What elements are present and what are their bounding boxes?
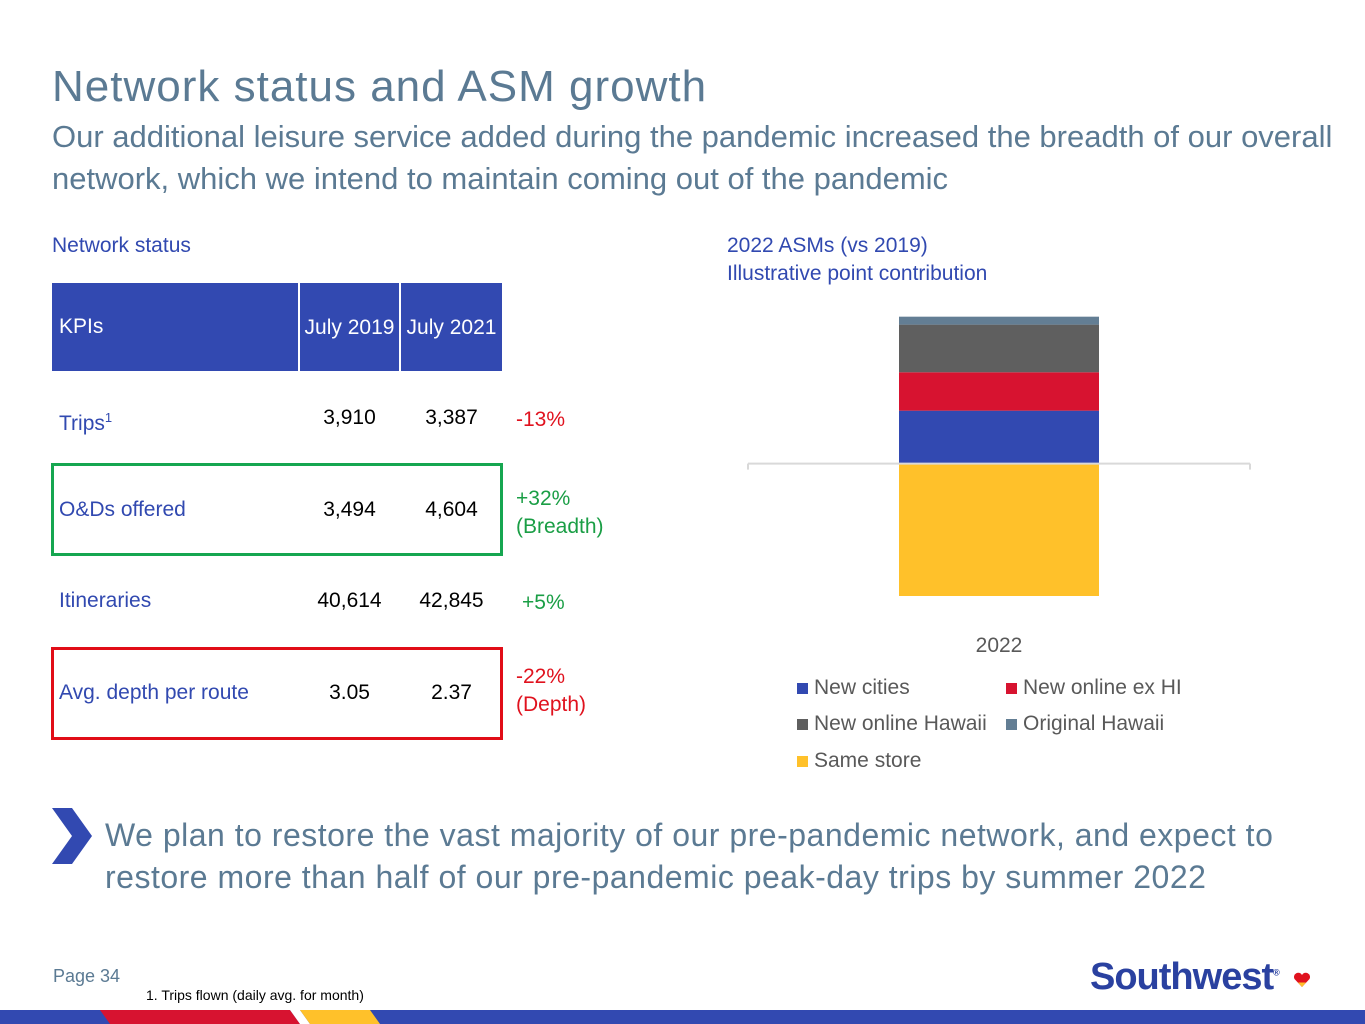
chevron-right-icon	[52, 808, 92, 864]
cell-july-2021: 42,845	[419, 589, 484, 612]
legend-swatch	[797, 755, 808, 767]
table-row-ods-offered: O&Ds offered 3,494 4,604 +32% (Breadth)	[52, 487, 632, 538]
cell-july-2019: 3,910	[323, 406, 376, 429]
bar-segment-same-store	[899, 463, 1099, 596]
bar-segment-original-hawaii	[899, 316, 1099, 325]
row-label: Itineraries	[59, 589, 152, 612]
legend-item-same-store: Same store	[797, 749, 921, 773]
cell-july-2019: 3,494	[323, 498, 376, 521]
bar-segment-new-cities	[899, 410, 1099, 464]
cell-july-2019: 3.05	[329, 681, 370, 704]
brand-stripe	[0, 1010, 1365, 1024]
page-number: Page 34	[53, 966, 121, 986]
legend-item-new-cities: New cities	[797, 676, 910, 700]
change-note: (Breadth)	[516, 515, 604, 538]
asm-chart-subtitle: Illustrative point contribution	[727, 262, 988, 285]
table-header-kpis: KPIs	[52, 283, 298, 371]
cell-july-2019: 40,614	[317, 589, 382, 612]
change-value: +32%	[516, 487, 571, 510]
southwest-logo: Southwest®	[1090, 956, 1280, 998]
row-label: Avg. depth per route	[59, 681, 249, 704]
bar-segment-new-online-ex-hi	[899, 372, 1099, 411]
change-value: -13%	[516, 408, 566, 431]
table-row-trips: Trips1 3,910 3,387 -13%	[52, 398, 632, 438]
change-note: (Depth)	[516, 693, 587, 716]
table-row-itineraries: Itineraries 40,614 42,845 +5%	[52, 581, 632, 621]
change-value: -22%	[516, 665, 566, 688]
breadth-highlight-box	[51, 463, 503, 556]
cell-july-2021: 3,387	[425, 406, 478, 429]
footnote: 1. Trips flown (daily avg. for month)	[146, 987, 364, 1003]
heart-logo-icon	[1294, 972, 1310, 987]
category-label: 2022	[976, 634, 1023, 657]
page-subtitle: Our additional leisure service added dur…	[52, 119, 1333, 196]
asm-chart-title: 2022 ASMs (vs 2019)	[727, 234, 928, 257]
legend-swatch	[797, 682, 808, 694]
bar-segment-new-online-hawaii	[899, 324, 1099, 373]
asm-stacked-bar-chart: 2022	[747, 316, 1251, 657]
legend-swatch	[797, 718, 808, 730]
legend-swatch	[1006, 682, 1017, 694]
table-header-july-2021: July 2021	[401, 283, 502, 371]
legend-item-new-online-hawaii: New online Hawaii	[797, 712, 987, 736]
row-label: Trips1	[59, 410, 113, 435]
legend-item-original-hawaii: Original Hawaii	[1006, 712, 1164, 736]
network-status-label: Network status	[52, 234, 191, 257]
row-label: O&Ds offered	[59, 498, 186, 521]
change-value: +5%	[522, 591, 565, 614]
footnote-mark: 1	[104, 410, 113, 425]
cell-july-2021: 4,604	[425, 498, 478, 521]
callout-text: We plan to restore the vast majority of …	[105, 817, 1274, 895]
depth-highlight-box	[51, 647, 503, 740]
page-title: Network status and ASM growth	[52, 62, 708, 111]
cell-july-2021: 2.37	[431, 681, 472, 704]
table-header-july-2019: July 2019	[300, 283, 399, 371]
table-row-avg-depth: Avg. depth per route 3.05 2.37 -22% (Dep…	[52, 665, 632, 716]
legend-item-new-online-ex-hi: New online ex HI	[1006, 676, 1182, 700]
legend-swatch	[1006, 718, 1017, 730]
